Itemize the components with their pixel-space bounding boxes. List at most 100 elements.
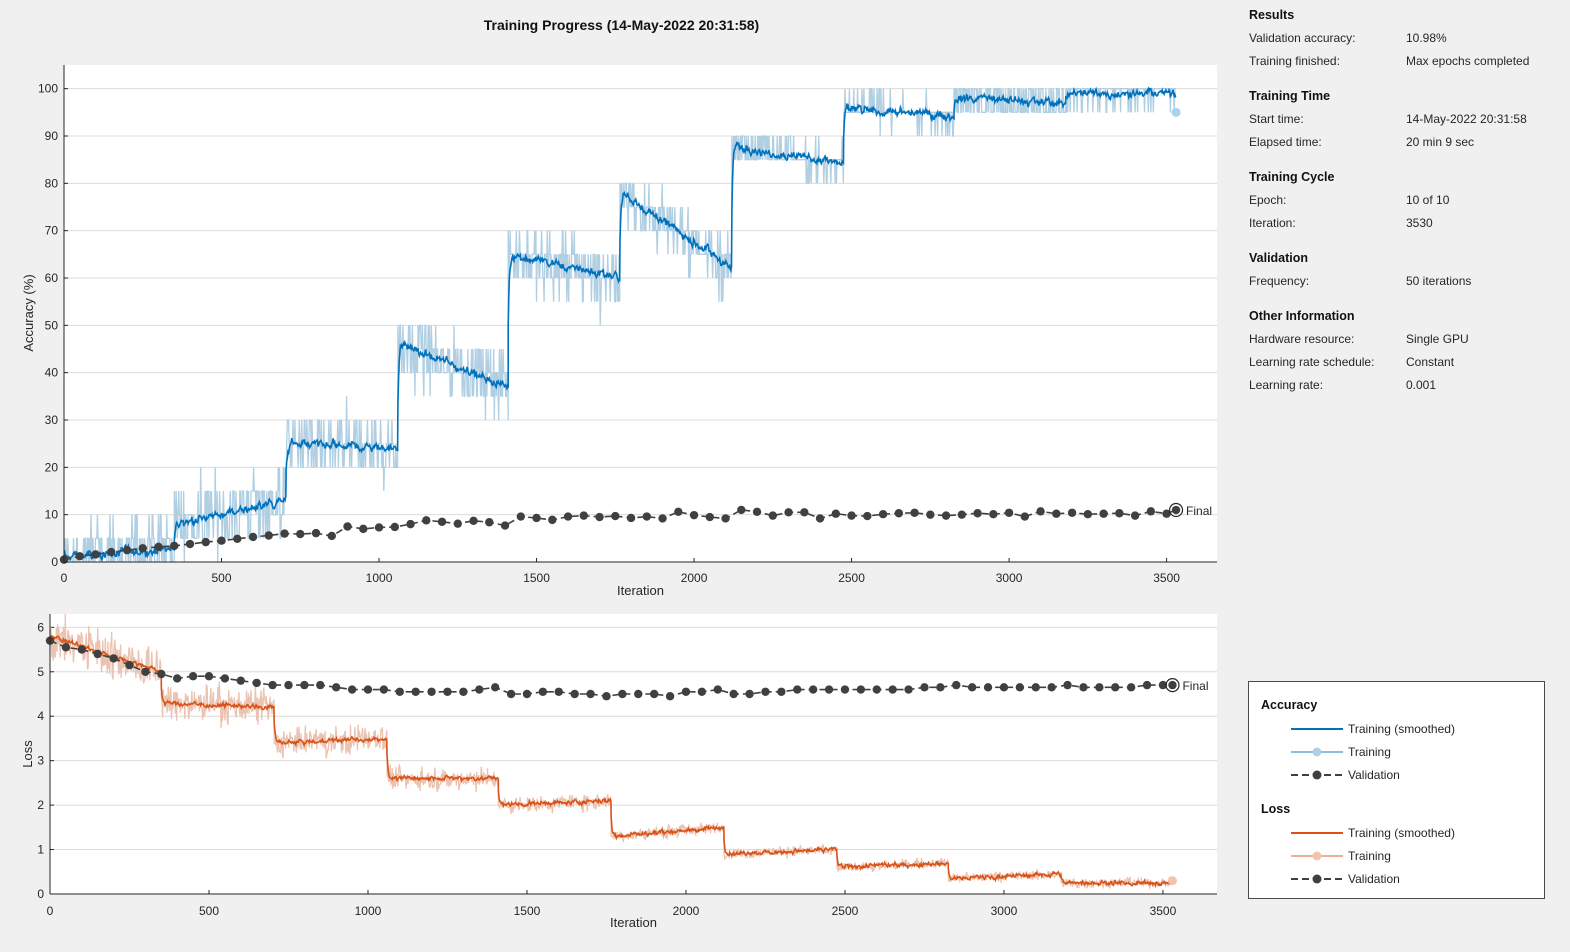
loss-validation-point [459, 687, 468, 696]
acc-validation-point [1130, 511, 1140, 520]
acc-ytick-label: 40 [45, 366, 59, 380]
loss-validation-point [602, 692, 611, 701]
acc-validation-point [579, 511, 588, 520]
loss-validation-point [936, 683, 945, 692]
loss-validation-point [1095, 683, 1104, 692]
acc-final-training-point [1171, 107, 1181, 117]
acc-validation-point [453, 519, 462, 528]
acc-validation-point [1067, 508, 1077, 517]
loss-xtick-label: 500 [199, 904, 219, 918]
legend-loss-smoothed-label: Training (smoothed) [1348, 826, 1455, 840]
legend-acc-training-swatch [1291, 747, 1343, 757]
legend-loss-validation-swatch [1291, 874, 1343, 884]
loss-validation-point [204, 672, 214, 681]
loss-x-axis-label: Iteration [610, 915, 657, 930]
acc-validation-point [973, 509, 982, 518]
loss-validation-point [952, 680, 961, 690]
acc-validation-point [831, 509, 841, 518]
acc-validation-point [516, 512, 525, 521]
info-value: Max epochs completed [1406, 53, 1530, 68]
acc-xtick-label: 3000 [996, 571, 1023, 585]
loss-validation-point [395, 687, 404, 696]
acc-xtick-label: 1500 [523, 571, 550, 585]
info-row: Validation accuracy: 10.98% [1249, 26, 1559, 49]
acc-validation-point [926, 510, 935, 519]
acc-ytick-label: 60 [45, 271, 59, 285]
acc-validation-point [1115, 509, 1124, 518]
loss-validation-point [649, 689, 659, 699]
acc-validation-point [737, 505, 746, 515]
acc-validation-point [343, 522, 352, 531]
loss-validation-point [220, 674, 230, 683]
loss-validation-point [172, 674, 182, 683]
loss-validation-point [967, 683, 977, 692]
acc-validation-point [563, 512, 573, 521]
loss-validation-point [331, 683, 341, 692]
legend-loss-training-label: Training [1348, 849, 1391, 863]
legend-accuracy-title: Accuracy [1261, 698, 1318, 712]
loss-validation-point [300, 680, 309, 690]
loss-validation-point [999, 683, 1009, 692]
info-value: 50 iterations [1406, 273, 1472, 288]
acc-validation-point [752, 507, 762, 517]
legend-acc-training-label: Training [1348, 745, 1391, 759]
acc-validation-point [1171, 505, 1181, 515]
loss-validation-point [77, 645, 86, 654]
info-key: Start time: [1249, 111, 1304, 126]
loss-validation-point [443, 687, 452, 696]
acc-validation-point [1004, 508, 1014, 517]
acc-validation-point [815, 514, 825, 523]
loss-xtick-label: 2000 [673, 904, 700, 918]
acc-validation-point [248, 532, 258, 542]
loss-validation-point [618, 689, 627, 699]
loss-validation-point [268, 680, 277, 690]
loss-validation-point [125, 660, 134, 670]
acc-validation-point [800, 508, 809, 517]
loss-validation-point [1079, 683, 1088, 692]
acc-xtick-label: 2000 [681, 571, 708, 585]
info-row: Frequency: 50 iterations [1249, 269, 1559, 292]
loss-validation-point [252, 678, 261, 688]
acc-ytick-label: 50 [45, 318, 59, 332]
loss-xtick-label: 1000 [355, 904, 382, 918]
loss-validation-point [793, 685, 802, 694]
acc-final-marker [1168, 502, 1184, 518]
loss-validation-point [1168, 680, 1177, 690]
acc-validation-point [185, 539, 195, 549]
acc-validation-point [611, 511, 620, 521]
legend-loss-training-swatch [1291, 851, 1343, 861]
acc-validation-point [1099, 509, 1108, 518]
acc-validation-point [233, 534, 242, 544]
legend-acc-training: Training [1291, 742, 1391, 762]
acc-y-axis-label: Accuracy (%) [21, 274, 36, 351]
acc-final-label: Final [1186, 504, 1212, 518]
info-row: Learning rate: 0.001 [1249, 373, 1559, 396]
acc-validation-point [390, 522, 399, 532]
acc-validation-point [75, 552, 84, 561]
loss-validation-point [522, 689, 532, 699]
info-key: Hardware resource: [1249, 331, 1355, 346]
loss-final-marker [1165, 678, 1180, 693]
info-row: Elapsed time: 20 min 9 sec [1249, 130, 1559, 153]
acc-validation-point [122, 545, 132, 555]
legend-acc-validation-swatch [1291, 770, 1343, 780]
info-key: Epoch: [1249, 192, 1287, 207]
loss-validation-point [983, 683, 993, 692]
acc-validation-point [705, 512, 715, 522]
chart-title: Training Progress (14-May-2022 20:31:58) [483, 17, 760, 33]
acc-validation-point [264, 531, 273, 540]
info-panel: Results Validation accuracy: 10.98% Trainin… [1249, 8, 1559, 396]
acc-validation-point [532, 513, 541, 523]
legend-acc-smoothed-label: Training (smoothed) [1348, 722, 1455, 736]
loss-ytick-label: 2 [37, 798, 44, 812]
info-section-title: Results [1249, 8, 1295, 22]
loss-y-axis-label: Loss [20, 740, 35, 768]
info-section-title: Training Cycle [1249, 170, 1335, 184]
legend-loss-title: Loss [1261, 802, 1291, 816]
acc-validation-point [500, 521, 510, 530]
info-section-title: Other Information [1249, 309, 1355, 323]
loss-validation-point [1063, 680, 1072, 690]
acc-validation-point [957, 510, 967, 519]
loss-validation-point [888, 685, 897, 694]
loss-validation-point [920, 683, 929, 692]
